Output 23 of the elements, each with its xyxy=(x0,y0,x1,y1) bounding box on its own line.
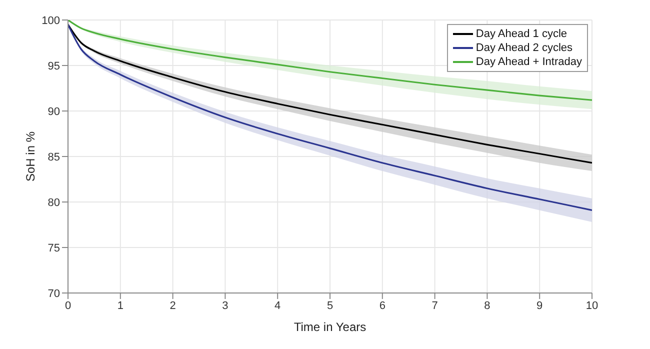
y-axis-title: SoH in % xyxy=(23,131,38,182)
legend-label: Day Ahead 2 cycles xyxy=(476,41,573,55)
x-tick-label: 0 xyxy=(64,300,72,312)
y-tick-label: 90 xyxy=(48,106,60,118)
x-axis-title: Time in Years xyxy=(294,320,366,334)
x-tick-label: 9 xyxy=(536,300,543,312)
y-tick-label: 75 xyxy=(48,242,60,254)
legend-label: Day Ahead + Intraday xyxy=(476,55,582,69)
y-tick-label: 95 xyxy=(48,60,60,72)
y-tick-label: 100 xyxy=(42,14,60,27)
y-tick-label: 80 xyxy=(48,196,60,209)
x-tick-label: 4 xyxy=(274,300,281,312)
x-tick-label: 10 xyxy=(586,300,598,312)
legend-label: Day Ahead 1 cycle xyxy=(476,27,568,41)
y-tick-label: 70 xyxy=(48,288,60,300)
x-tick-label: 5 xyxy=(326,300,334,312)
x-tick-label: 1 xyxy=(117,300,124,312)
x-tick-label: 8 xyxy=(484,300,490,312)
x-tick-label: 6 xyxy=(379,300,386,312)
x-tick-label: 3 xyxy=(222,300,228,312)
y-tick-label: 85 xyxy=(48,151,60,164)
x-tick-label: 2 xyxy=(170,300,176,312)
x-tick-label: 7 xyxy=(432,300,438,312)
